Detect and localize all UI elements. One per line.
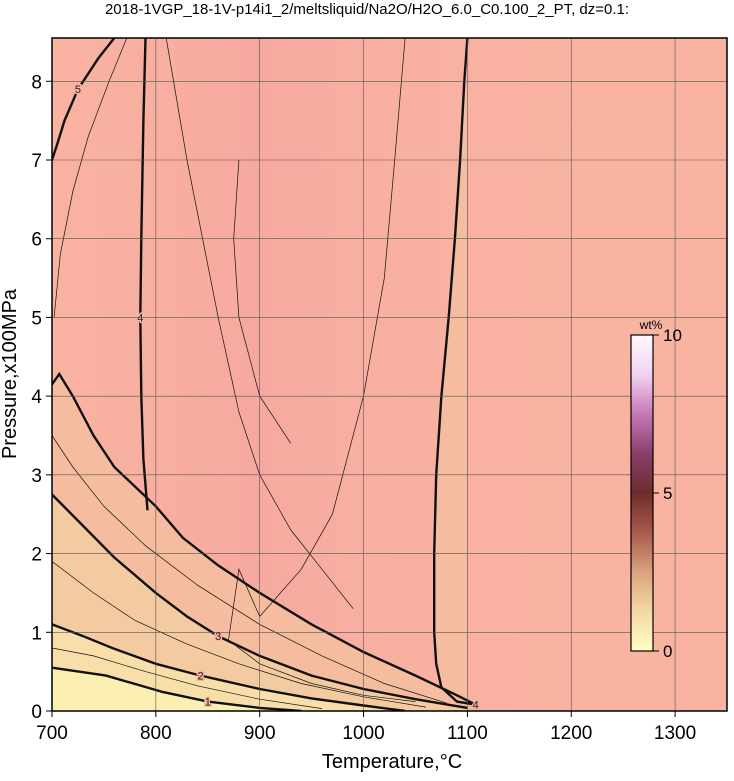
x-tick-label: 1000 <box>342 723 384 744</box>
y-tick-label: 7 <box>31 151 42 172</box>
contour-label: 5 <box>75 84 81 96</box>
contour-line <box>52 647 323 709</box>
colorbar-tick-label: 0 <box>663 642 672 661</box>
contour-line <box>165 38 354 609</box>
contour-label: 3 <box>215 631 221 643</box>
contour-label: 1 <box>205 697 211 709</box>
x-tick-label: 900 <box>244 723 276 744</box>
contour-label: 2 <box>197 671 203 683</box>
x-tick-label: 800 <box>140 723 172 744</box>
contour-line <box>52 623 406 711</box>
y-tick-label: 2 <box>31 545 42 566</box>
x-tick-label: 700 <box>36 723 68 744</box>
y-tick-label: 1 <box>31 623 42 644</box>
y-tick-label: 6 <box>31 230 42 251</box>
contour-line <box>53 38 128 318</box>
x-tick-label: 1200 <box>550 723 592 744</box>
y-tick-label: 8 <box>31 72 42 93</box>
contour-line <box>52 666 302 711</box>
contour-line <box>52 38 477 706</box>
y-tick-label: 5 <box>31 308 42 329</box>
colorbar <box>630 334 654 652</box>
contour-line <box>52 561 426 708</box>
plot-frame <box>51 37 728 712</box>
contour-line <box>52 493 468 710</box>
contour-line <box>52 38 116 161</box>
y-axis-label: Pressure,x100MPa <box>0 288 21 459</box>
contour-label: 4 <box>137 312 143 324</box>
contour-label: 4 <box>473 700 479 712</box>
x-axis-label: Temperature,°C <box>322 751 462 773</box>
y-tick-label: 3 <box>31 466 42 487</box>
colorbar-tick-label: 10 <box>663 326 682 345</box>
colorbar-label: wt% <box>639 318 663 332</box>
contour-fill <box>52 38 476 711</box>
y-tick-label: 4 <box>31 387 42 408</box>
plot-area: 1 2 3 4 4 5 <box>52 38 727 712</box>
chart-title: 2018-1VGP_18-1V-p14i1_2/meltsliquid/Na2O… <box>105 1 629 18</box>
y-tick-label: 0 <box>31 702 42 723</box>
colorbar-tick-label: 5 <box>663 484 672 503</box>
x-tick-label: 1100 <box>447 723 488 744</box>
x-tick-label: 1300 <box>654 723 696 744</box>
